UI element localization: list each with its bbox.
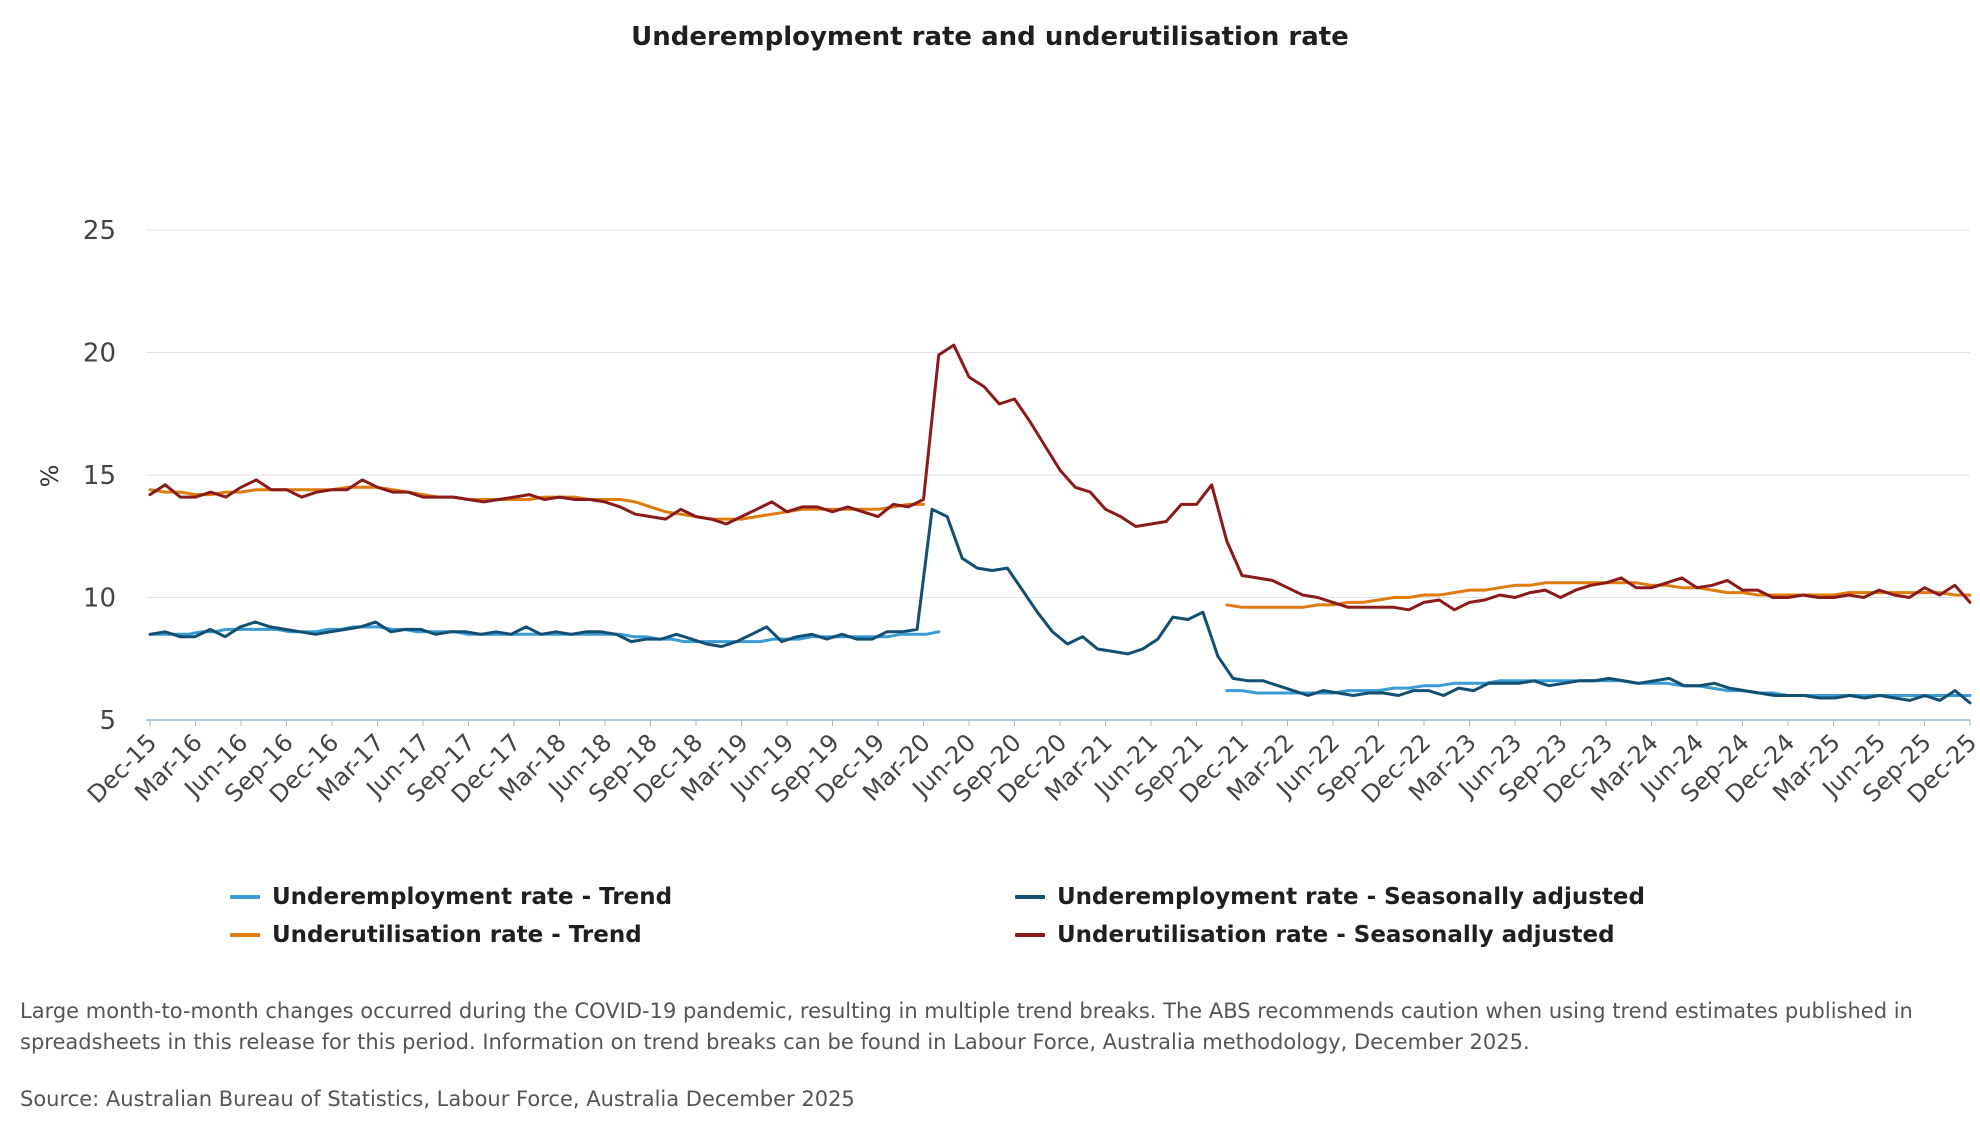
legend-label: Underemployment rate - Seasonally adjust…	[1057, 884, 1645, 910]
legend-item-underutilisation-trend[interactable]: Underutilisation rate - Trend	[230, 922, 642, 948]
y-tick-label-20: 20	[83, 339, 116, 369]
series-lines	[148, 343, 1972, 705]
y-tick-label-25: 25	[83, 216, 116, 246]
legend-label: Underutilisation rate - Trend	[272, 922, 642, 948]
legend-swatch	[230, 933, 260, 937]
series-underutilisation-trend	[148, 485, 925, 521]
source-note: Source: Australian Bureau of Statistics,…	[20, 1087, 855, 1111]
gridlines	[146, 229, 1970, 721]
series-underutilisation-sa	[148, 343, 1972, 612]
legend-label: Underutilisation rate - Seasonally adjus…	[1057, 922, 1615, 948]
y-axis-ticks: 5 10 15 20 25	[83, 216, 116, 736]
chart-title: Underemployment rate and underutilisatio…	[631, 22, 1349, 52]
legend-item-underemployment-sa[interactable]: Underemployment rate - Seasonally adjust…	[1015, 884, 1645, 910]
legend-swatch	[1015, 895, 1045, 899]
footnote: Large month-to-month changes occurred du…	[20, 999, 1913, 1054]
y-axis-label: %	[36, 465, 64, 488]
legend-swatch	[1015, 933, 1045, 937]
legend-label: Underemployment rate - Trend	[272, 884, 673, 910]
y-tick-label-10: 10	[83, 584, 116, 614]
series-underemployment-sa	[148, 507, 1972, 705]
y-tick-label-5: 5	[99, 706, 116, 736]
x-axis-ticks: Dec-15Mar-16Jun-16Sep-16Dec-16Mar-17Jun-…	[82, 720, 1980, 809]
legend-swatch	[230, 895, 260, 899]
legend-item-underutilisation-sa[interactable]: Underutilisation rate - Seasonally adjus…	[1015, 922, 1615, 948]
y-tick-label-15: 15	[83, 461, 116, 491]
line-chart: 5 10 15 20 25 Dec-15Mar-16Jun-16Sep-16Dec-16…	[36, 216, 1980, 809]
legend-item-underemployment-trend[interactable]: Underemployment rate - Trend	[230, 884, 672, 910]
